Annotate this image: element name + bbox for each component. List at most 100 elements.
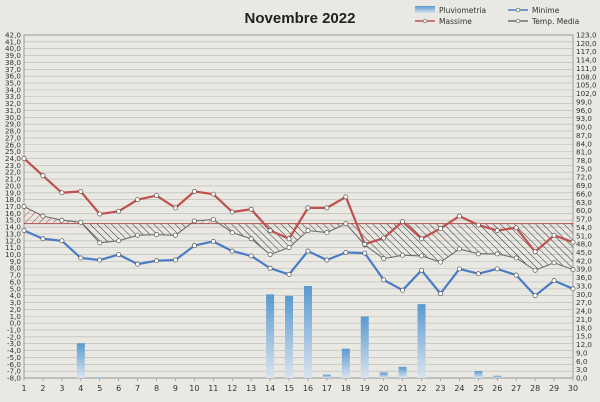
x-axis: 1 2 3 4 5 6 7 8 9 10 11 12 13 14 15 16 17 18 19 20 21 22 23 24 2…: [21, 384, 578, 393]
y-left-tick-label: 0,0: [10, 319, 22, 328]
media-point: [191, 218, 197, 224]
y-right-tick-label: 39,0: [576, 265, 592, 274]
x-tick-label: 11: [208, 384, 218, 393]
x-tick-label: 16: [303, 384, 313, 393]
y-left-tick-label: 36,0: [5, 72, 21, 81]
legend-swatch-marker: [422, 18, 428, 24]
media-point: [456, 246, 462, 252]
y-right-tick-label: 63,0: [576, 198, 592, 207]
massime-point: [456, 213, 462, 219]
y-right-tick-label: 54,0: [576, 223, 592, 232]
y-left-tick-label: -7,0: [7, 367, 21, 376]
y-left-tick-label: 33,0: [5, 92, 21, 101]
x-tick-label: 12: [227, 384, 237, 393]
y-left-tick-label: 2,0: [10, 305, 22, 314]
x-tick-label: 30: [568, 384, 578, 393]
x-tick-label: 29: [549, 384, 559, 393]
y-right-tick-label: 69,0: [576, 181, 592, 190]
y-right-tick-label: 21,0: [576, 315, 592, 324]
y-left-tick-label: 13,0: [5, 229, 21, 238]
minime-point: [438, 291, 443, 297]
y-left-tick-label: 25,0: [5, 147, 21, 156]
minime-point: [305, 248, 311, 254]
rain-bar: [266, 294, 275, 378]
y-right-tick-label: 120,0: [576, 39, 597, 48]
media-point: [381, 256, 387, 262]
massime-point: [97, 211, 103, 217]
y-right-tick-label: 93,0: [576, 114, 592, 123]
x-tick-label: 19: [360, 384, 370, 393]
above-reference-hatch: [24, 206, 220, 224]
rain-bars: [76, 285, 502, 378]
rain-bar: [76, 343, 85, 378]
minime-point: [97, 257, 103, 263]
massime-point: [248, 206, 254, 212]
y-left-tick-label: 10,0: [5, 250, 21, 259]
y-left-tick-label: 9,0: [10, 257, 22, 266]
y-right-tick-label: 66,0: [576, 189, 592, 198]
minime-point: [116, 252, 122, 257]
media-point: [267, 252, 273, 257]
gridlines: [23, 34, 574, 381]
rain-bar: [322, 374, 331, 378]
y-right-tick-label: 102,0: [576, 89, 597, 98]
y-right-tick-label: 9,0: [576, 348, 588, 357]
x-tick-label: 25: [473, 384, 483, 393]
y-left-tick-label: 41,0: [5, 37, 21, 46]
legend-label: Temp. Media: [531, 17, 579, 26]
y-left-tick-label: 1,0: [10, 312, 22, 321]
y-right-tick-label: 60,0: [576, 206, 592, 215]
massime-point: [116, 208, 122, 214]
y-left-tick-label: 19,0: [5, 188, 21, 197]
media-point: [229, 230, 235, 236]
y-left-tick-label: -8,0: [7, 374, 21, 383]
x-tick-label: 10: [189, 384, 199, 393]
massime-point: [191, 188, 197, 194]
y-left-tick-label: 17,0: [5, 202, 21, 211]
legend: Pluviometria Minime Massime Temp. Media: [415, 6, 579, 26]
x-tick-label: 18: [341, 384, 351, 393]
y-left-tick-label: 35,0: [5, 79, 21, 88]
x-tick-label: 1: [21, 384, 26, 393]
massime-point: [40, 173, 46, 179]
y-left-tick-label: -3,0: [7, 339, 21, 348]
media-point: [210, 217, 216, 222]
y-axis-left: -8,0-7,0-6,0-5,0-4,0-3,0-2,0-1,00,01,02,…: [5, 31, 21, 383]
x-tick-label: 3: [59, 384, 64, 393]
y-right-tick-label: 51,0: [576, 231, 592, 240]
y-left-tick-label: 28,0: [5, 127, 21, 136]
y-left-tick-label: 31,0: [5, 106, 21, 115]
y-right-tick-label: 78,0: [576, 156, 592, 165]
minime-point: [419, 267, 425, 273]
y-left-tick-label: 24,0: [5, 154, 21, 163]
y-left-tick-label: 27,0: [5, 133, 21, 142]
y-right-tick-label: 81,0: [576, 148, 592, 157]
legend-swatch-marker: [515, 7, 521, 13]
media-point: [419, 253, 425, 259]
y-left-tick-label: -5,0: [7, 353, 21, 362]
y-left-tick-label: 38,0: [5, 58, 21, 67]
massime-point: [59, 190, 65, 196]
massime-point: [286, 236, 292, 242]
y-left-tick-label: 18,0: [5, 195, 21, 204]
below-reference-hatch: [24, 223, 573, 271]
x-tick-label: 9: [173, 384, 178, 393]
minime-point: [400, 287, 406, 293]
massime-point: [135, 197, 141, 203]
rain-bar: [341, 348, 350, 378]
y-right-tick-label: 42,0: [576, 256, 592, 265]
y-right-tick-label: 3,0: [576, 365, 588, 374]
y-left-tick-label: 37,0: [5, 65, 21, 74]
massime-point: [362, 241, 368, 247]
x-tick-label: 7: [135, 384, 140, 393]
y-right-tick-label: 111,0: [576, 64, 597, 73]
y-right-tick-label: 0,0: [576, 374, 588, 383]
x-tick-label: 8: [154, 384, 159, 393]
x-tick-label: 23: [435, 384, 445, 393]
media-point: [438, 259, 443, 265]
y-right-tick-label: 117,0: [576, 47, 597, 56]
y-left-tick-label: 11,0: [5, 243, 21, 252]
x-tick-label: 2: [40, 384, 45, 393]
x-tick-label: 22: [416, 384, 426, 393]
minime-point: [456, 266, 462, 272]
